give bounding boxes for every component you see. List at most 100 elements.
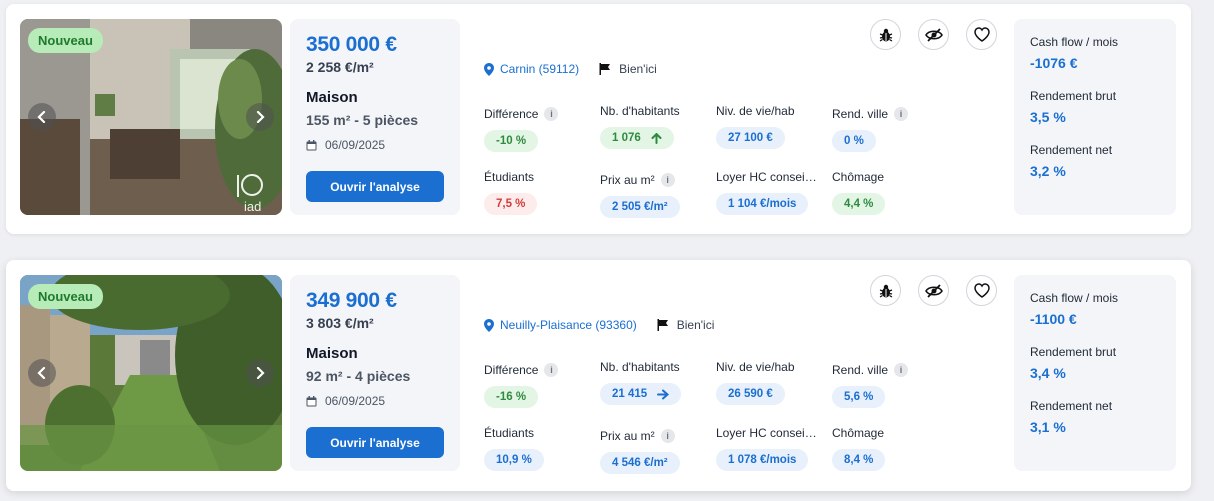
info-icon[interactable]: i <box>660 429 675 443</box>
location-pin-icon <box>484 62 494 76</box>
gross-yield-label: Rendement brut <box>1030 89 1117 103</box>
report-bug-button[interactable] <box>870 275 901 306</box>
info-icon[interactable]: i <box>544 107 559 121</box>
metric-value: 26 590 € <box>716 383 785 405</box>
listing-date: 06/09/2025 <box>306 394 444 408</box>
price-per-m2: 3 803 €/m² <box>306 315 374 331</box>
source-label: Bien'ici <box>619 62 657 76</box>
property-size: 92 m² - 4 pièces <box>306 368 411 384</box>
metric-value: 4 546 €/m² <box>600 452 680 474</box>
metric-label: Chômage <box>832 170 885 184</box>
metric-difference: Différence i -16 % <box>484 363 559 408</box>
price-panel: 349 900 € 3 803 €/m² Maison 92 m² - 4 pi… <box>290 275 460 471</box>
metric-label: Rend. ville <box>832 107 889 121</box>
metric-value: 1 076 <box>600 127 674 149</box>
info-icon[interactable]: i <box>894 107 909 121</box>
new-badge: Nouveau <box>28 28 103 53</box>
listing-date-text: 06/09/2025 <box>325 394 386 408</box>
metric-label: Chômage <box>832 426 885 440</box>
metric-label: Niv. de vie/hab <box>716 104 795 118</box>
info-icon[interactable]: i <box>660 173 675 187</box>
metric-prix-m2: Prix au m² i 4 546 €/m² <box>600 429 680 474</box>
listing-date: 06/09/2025 <box>306 138 444 152</box>
source-label: Bien'ici <box>676 318 715 332</box>
iad-logo: iad <box>237 174 263 213</box>
metric-value: 2 505 €/m² <box>600 196 680 218</box>
location-row: Neuilly-Plaisance (93360) Bien'ici <box>484 318 714 332</box>
metric-prix-m2: Prix au m² i 2 505 €/m² <box>600 173 680 218</box>
favorite-button[interactable] <box>966 19 997 50</box>
metric-value: 1 078 €/mois <box>716 449 809 471</box>
arrow-up-icon <box>651 132 662 144</box>
heart-icon <box>973 27 990 42</box>
metric-difference: Différence i -10 % <box>484 107 559 152</box>
next-photo-button[interactable] <box>246 359 274 387</box>
chevron-right-icon <box>256 367 265 379</box>
metric-loyer: Loyer HC consei… 1 104 €/mois <box>716 170 817 215</box>
metric-value-text: 21 415 <box>612 388 648 400</box>
gross-yield-value: 3,5 % <box>1030 109 1066 125</box>
cashflow-value: -1076 € <box>1030 55 1078 71</box>
favorite-button[interactable] <box>966 275 997 306</box>
metric-value: 1 104 €/mois <box>716 193 809 215</box>
bug-icon <box>879 284 892 298</box>
metric-loyer: Loyer HC consei… 1 078 €/mois <box>716 426 817 471</box>
net-yield-label: Rendement net <box>1030 143 1113 157</box>
calendar-icon <box>306 395 317 406</box>
info-icon[interactable]: i <box>894 363 909 377</box>
price-per-m2: 2 258 €/m² <box>306 59 374 75</box>
metric-habitants: Nb. d'habitants 1 076 <box>600 104 680 149</box>
hide-listing-button[interactable] <box>918 19 949 50</box>
metric-label: Nb. d'habitants <box>600 104 680 118</box>
prev-photo-button[interactable] <box>28 359 56 387</box>
metric-label: Loyer HC consei… <box>716 426 817 440</box>
flag-icon <box>657 319 668 331</box>
metric-label: Niv. de vie/hab <box>716 360 795 374</box>
metric-niveau-vie: Niv. de vie/hab 26 590 € <box>716 360 795 405</box>
metric-value: 5,6 % <box>832 386 886 408</box>
open-analysis-button[interactable]: Ouvrir l'analyse <box>306 171 444 202</box>
property-type: Maison <box>306 89 358 106</box>
new-badge: Nouveau <box>28 284 103 309</box>
net-yield-label: Rendement net <box>1030 399 1113 413</box>
listing-photo[interactable]: Nouveau <box>20 275 282 471</box>
price-panel: 350 000 € 2 258 €/m² Maison 155 m² - 5 p… <box>290 19 460 215</box>
property-type: Maison <box>306 345 358 362</box>
metric-etudiants: Étudiants 10,9 % <box>484 426 544 471</box>
chevron-left-icon <box>37 367 46 379</box>
net-yield-value: 3,2 % <box>1030 163 1066 179</box>
metric-label: Nb. d'habitants <box>600 360 680 374</box>
eye-off-icon <box>924 27 943 42</box>
listing-photo[interactable]: Nouveau iad <box>20 19 282 215</box>
hide-listing-button[interactable] <box>918 275 949 306</box>
metric-label: Étudiants <box>484 170 535 184</box>
gross-yield-label: Rendement brut <box>1030 345 1117 359</box>
metric-value: 7,5 % <box>484 193 538 215</box>
profitability-summary: Cash flow / mois -1100 € Rendement brut … <box>1014 275 1176 471</box>
open-analysis-button[interactable]: Ouvrir l'analyse <box>306 427 444 458</box>
metric-niveau-vie: Niv. de vie/hab 27 100 € <box>716 104 795 149</box>
metric-label: Rend. ville <box>832 363 889 377</box>
metric-value: 4,4 % <box>832 193 886 215</box>
metric-value: 8,4 % <box>832 449 886 471</box>
metric-label: Prix au m² <box>600 429 655 443</box>
iad-watermark: iad <box>244 199 261 213</box>
location-pin-icon <box>484 318 494 332</box>
metric-label: Prix au m² <box>600 173 655 187</box>
prev-photo-button[interactable] <box>28 103 56 131</box>
metric-label: Différence <box>484 363 539 377</box>
next-photo-button[interactable] <box>246 103 274 131</box>
city-link[interactable]: Carnin (59112) <box>500 62 580 76</box>
metric-etudiants: Étudiants 7,5 % <box>484 170 538 215</box>
metric-label: Différence <box>484 107 539 121</box>
flag-icon <box>599 63 611 75</box>
listing-card[interactable]: Nouveau iad 350 000 € 2 258 €/m² Maison … <box>6 4 1191 234</box>
chevron-right-icon <box>256 111 265 123</box>
info-icon[interactable]: i <box>544 363 559 377</box>
listing-card[interactable]: Nouveau 349 900 € 3 803 €/m² Maison 92 m… <box>6 260 1191 491</box>
report-bug-button[interactable] <box>870 19 901 50</box>
metric-value: 0 % <box>832 130 876 152</box>
city-link[interactable]: Neuilly-Plaisance (93360) <box>500 318 637 332</box>
metric-value: -16 % <box>484 386 539 408</box>
listing-date-text: 06/09/2025 <box>325 138 386 152</box>
